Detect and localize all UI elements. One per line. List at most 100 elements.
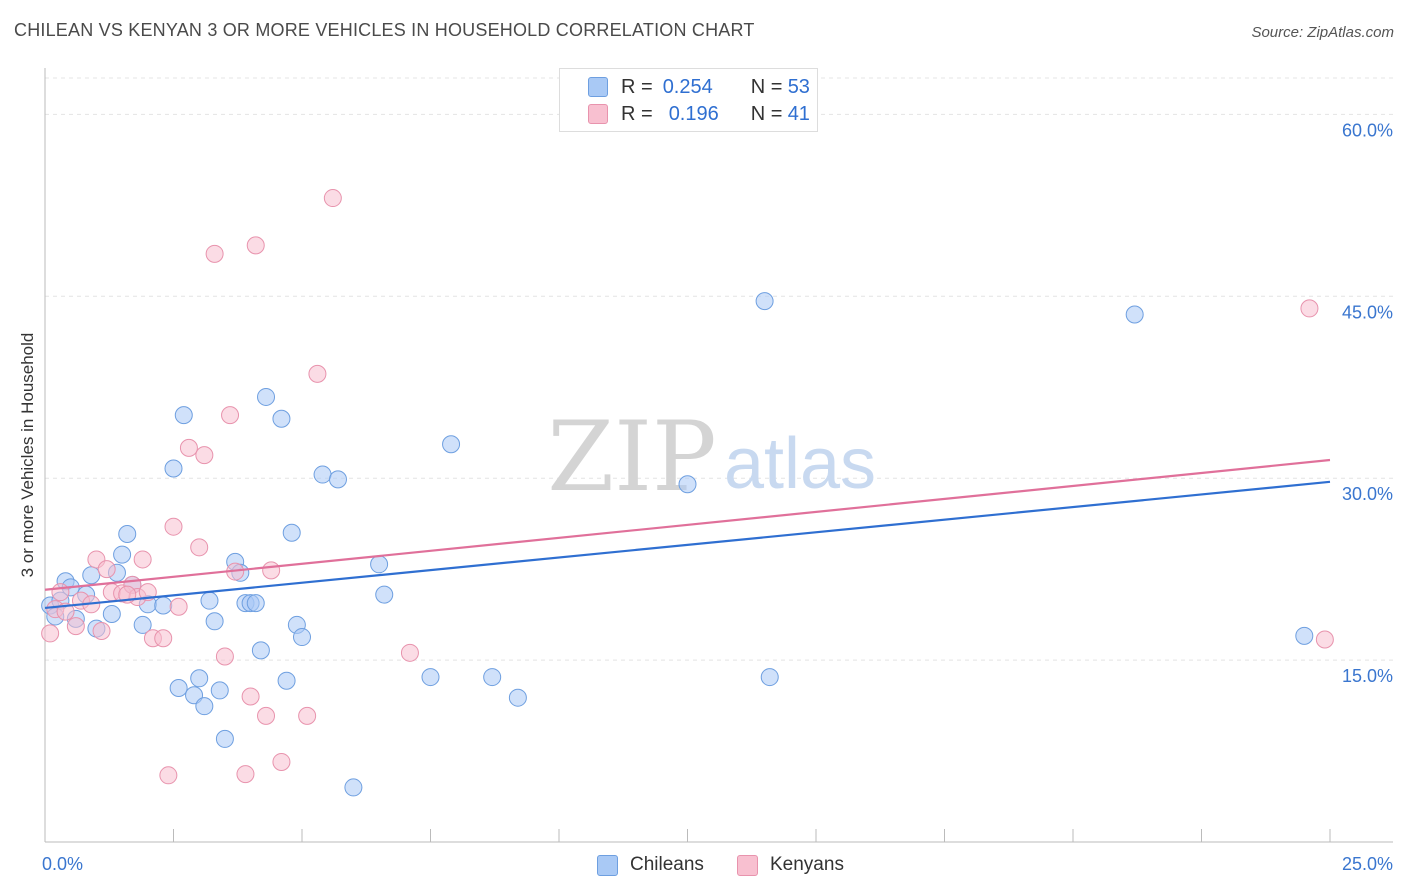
trend-line-kenyans bbox=[44, 458, 1331, 591]
legend-r-value: 0.196 bbox=[668, 102, 719, 125]
data-point-chileans bbox=[370, 555, 389, 574]
y-tick-label: 45.0% bbox=[1342, 302, 1393, 322]
data-point-kenyans bbox=[169, 597, 188, 616]
data-point-kenyans bbox=[400, 643, 419, 662]
data-points bbox=[41, 189, 1334, 797]
data-point-chileans bbox=[190, 669, 209, 688]
data-point-kenyans bbox=[298, 706, 317, 725]
data-point-kenyans bbox=[236, 765, 255, 784]
data-point-kenyans bbox=[308, 364, 327, 383]
data-point-kenyans bbox=[246, 236, 265, 255]
data-point-chileans bbox=[133, 615, 152, 634]
trend-lines bbox=[44, 458, 1331, 610]
data-point-chileans bbox=[174, 406, 193, 425]
data-point-kenyans bbox=[133, 550, 152, 569]
data-point-chileans bbox=[678, 475, 697, 494]
data-point-chileans bbox=[195, 697, 214, 716]
data-point-kenyans bbox=[51, 583, 70, 602]
legend-swatch-kenyans bbox=[588, 104, 608, 124]
y-tick-label: 30.0% bbox=[1342, 484, 1393, 504]
data-point-chileans bbox=[82, 566, 101, 585]
data-point-kenyans bbox=[179, 438, 198, 457]
stats-legend: R = 0.254 N = 53 R = 0.196 N = 41 bbox=[559, 68, 818, 132]
data-point-chileans bbox=[102, 605, 121, 624]
data-point-chileans bbox=[246, 594, 265, 613]
chart-source: Source: ZipAtlas.com bbox=[1251, 24, 1394, 41]
tick-labels: 15.0% 30.0% 45.0% 60.0% 0.0% 25.0% bbox=[42, 120, 1393, 874]
data-point-chileans bbox=[508, 688, 527, 707]
data-point-chileans bbox=[328, 470, 347, 489]
legend-n-label: N = bbox=[750, 102, 783, 125]
data-point-kenyans bbox=[154, 629, 173, 648]
data-point-kenyans bbox=[221, 406, 240, 425]
data-point-chileans bbox=[154, 596, 173, 615]
watermark-atlas: atlas bbox=[724, 424, 876, 504]
legend-item-chileans[interactable]: Chileans bbox=[597, 852, 704, 878]
data-point-chileans bbox=[1295, 626, 1314, 645]
legend-row-kenyans: R = 0.196 N = 41 bbox=[588, 101, 810, 127]
data-point-kenyans bbox=[262, 561, 281, 580]
x-tick-label: 0.0% bbox=[42, 854, 83, 874]
axes bbox=[44, 68, 1393, 843]
legend-swatch-chileans bbox=[597, 854, 618, 876]
data-point-kenyans bbox=[159, 766, 178, 785]
data-point-kenyans bbox=[323, 189, 342, 208]
data-point-chileans bbox=[215, 729, 234, 748]
legend-n-value: 41 bbox=[787, 102, 810, 125]
chart-title: CHILEAN VS KENYAN 3 OR MORE VEHICLES IN … bbox=[14, 20, 755, 40]
legend-swatch-chileans bbox=[588, 77, 608, 97]
data-point-kenyans bbox=[241, 687, 260, 706]
data-point-chileans bbox=[1125, 305, 1144, 324]
data-point-chileans bbox=[293, 628, 311, 647]
legend-label-kenyans: Kenyans bbox=[770, 854, 844, 875]
data-point-chileans bbox=[164, 459, 183, 478]
data-point-kenyans bbox=[215, 647, 234, 666]
data-point-kenyans bbox=[164, 517, 183, 536]
data-point-chileans bbox=[205, 612, 224, 631]
data-point-kenyans bbox=[205, 244, 224, 263]
data-point-chileans bbox=[210, 681, 229, 700]
data-point-chileans bbox=[277, 671, 296, 690]
data-point-chileans bbox=[344, 778, 363, 797]
data-point-chileans bbox=[483, 668, 502, 687]
x-tick-label: 25.0% bbox=[1342, 854, 1393, 874]
data-point-kenyans bbox=[92, 621, 111, 640]
legend-label-chileans: Chileans bbox=[630, 854, 704, 875]
data-point-chileans bbox=[313, 465, 332, 484]
data-point-chileans bbox=[421, 668, 440, 687]
data-point-chileans bbox=[113, 545, 132, 564]
data-point-kenyans bbox=[190, 538, 209, 557]
trend-line-chileans bbox=[44, 480, 1331, 610]
legend-swatch-kenyans bbox=[737, 854, 758, 876]
data-point-kenyans bbox=[97, 560, 116, 579]
data-point-chileans bbox=[118, 524, 137, 543]
data-point-chileans bbox=[251, 641, 270, 660]
data-point-chileans bbox=[760, 668, 779, 687]
legend-item-kenyans[interactable]: Kenyans bbox=[737, 852, 844, 878]
data-point-chileans bbox=[442, 435, 461, 454]
y-tick-label: 60.0% bbox=[1342, 120, 1393, 140]
data-point-chileans bbox=[755, 292, 774, 311]
data-point-chileans bbox=[272, 409, 291, 428]
legend-row-chileans: R = 0.254 N = 53 bbox=[588, 74, 810, 100]
data-point-kenyans bbox=[1315, 630, 1334, 649]
legend-r-label: R = bbox=[621, 102, 653, 125]
data-point-kenyans bbox=[272, 752, 291, 771]
watermark-zip: ZIP bbox=[547, 401, 716, 513]
data-point-chileans bbox=[375, 585, 394, 604]
data-point-kenyans bbox=[1300, 299, 1319, 318]
data-point-chileans bbox=[169, 678, 188, 697]
legend-n-value: 53 bbox=[787, 75, 810, 98]
legend-n-label: N = bbox=[750, 75, 783, 98]
data-point-kenyans bbox=[66, 617, 85, 636]
data-point-chileans bbox=[200, 591, 219, 610]
legend-r-value: 0.254 bbox=[662, 75, 713, 98]
data-point-chileans bbox=[282, 523, 301, 542]
data-point-kenyans bbox=[41, 624, 60, 643]
data-point-chileans bbox=[257, 387, 276, 406]
y-tick-label: 15.0% bbox=[1342, 666, 1393, 686]
legend-r-label: R = bbox=[621, 75, 653, 98]
data-point-kenyans bbox=[195, 446, 214, 465]
data-point-kenyans bbox=[257, 706, 276, 725]
